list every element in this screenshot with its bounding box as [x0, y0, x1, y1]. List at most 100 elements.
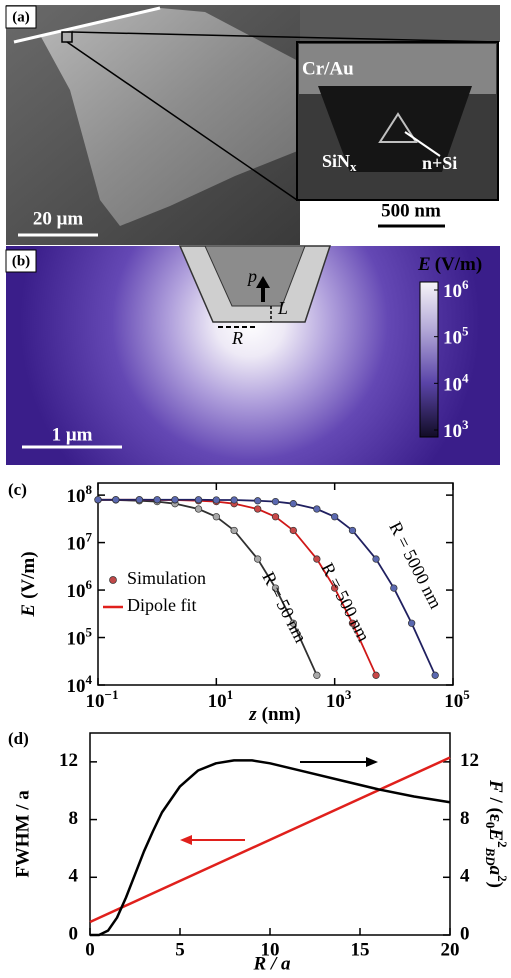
data-point	[271, 497, 280, 506]
data-point	[194, 505, 203, 513]
dipole-arrowhead	[256, 276, 270, 288]
x-tick-label: 20	[441, 939, 460, 960]
data-point	[372, 671, 380, 679]
panel-label: (d)	[8, 729, 29, 748]
colorbar-tick-label-part: 3	[462, 417, 469, 432]
colorbar-tick-label: 106	[443, 277, 469, 302]
curve-label: R = 50 nm	[258, 568, 311, 645]
data-point	[254, 555, 262, 563]
colorbar-title: E (V/m)	[417, 254, 482, 275]
x-tick-label: 10−1	[86, 687, 119, 712]
curve	[90, 759, 451, 937]
data-point	[331, 513, 339, 521]
data-point	[271, 584, 280, 592]
colorbar-tick-label-part: 5	[462, 324, 469, 339]
x-tick-label: 15	[351, 939, 370, 960]
x-tick-label-part: 5	[463, 687, 470, 702]
scale-label: 1 μm	[52, 424, 93, 445]
x-tick-label: 10	[261, 939, 280, 960]
y-tick-label-part: 6	[86, 577, 93, 592]
y-axis-title-part: E	[18, 604, 39, 618]
inset-label: Cr/Au	[302, 58, 354, 79]
y-tick-label: 104	[67, 672, 93, 697]
y-axis-title: E (V/m)	[18, 551, 39, 617]
panel-label: (a)	[12, 9, 30, 25]
curve-label: R = 500 nm	[317, 559, 374, 644]
y-tick-label-part: 4	[86, 672, 93, 687]
y-axis-title: FWHM / a	[12, 790, 33, 878]
x-tick-label-part: 1	[227, 687, 234, 702]
x-axis-title: R / a	[253, 953, 291, 974]
colorbar-tick-label: 105	[443, 324, 469, 349]
y-tick-label-part: 10	[67, 629, 86, 650]
curve-label: R = 5000 nm	[385, 518, 446, 611]
colorbar	[419, 281, 439, 438]
axis-arrowhead	[180, 835, 192, 845]
legend-marker	[109, 576, 117, 584]
data-point	[407, 619, 416, 627]
data-point	[271, 513, 280, 521]
x-tick-label: 103	[326, 687, 352, 712]
x-tick-label-part: 10	[208, 691, 227, 712]
data-point	[331, 584, 339, 592]
panel-label-box	[5, 249, 37, 273]
data-point	[431, 671, 439, 679]
colorbar-tick-label-part: 10	[443, 281, 462, 302]
colorbar-title-part: (V/m)	[435, 254, 482, 275]
y-axis-title-part: (V/m)	[18, 551, 39, 598]
data-point	[348, 526, 357, 535]
curve	[89, 756, 451, 924]
colorbar-tick-label: 104	[443, 370, 469, 395]
y-tick-label-part: 10	[67, 534, 86, 555]
y2-tick-label: 12	[460, 750, 479, 771]
x-tick-label: 0	[85, 939, 95, 960]
y-tick-label-part: 10	[67, 581, 86, 602]
fit-line	[98, 499, 318, 676]
data-point	[289, 526, 297, 535]
data-point	[313, 671, 321, 679]
panel-b	[5, 245, 500, 465]
data-point	[348, 619, 357, 627]
inset-label-part: x	[350, 159, 357, 174]
y2-axis-title-part: BD	[483, 847, 498, 867]
x-tick-label-part: 10	[444, 691, 463, 712]
inset-label: SiNx	[322, 151, 357, 174]
legend-label: Dipole fit	[127, 595, 197, 615]
data-point	[94, 496, 102, 504]
x-axis-title: z (nm)	[248, 704, 300, 725]
y2-tick-label: 4	[460, 866, 470, 887]
y-tick-label-part: 10	[67, 486, 86, 507]
y2-axis-title-part: )	[485, 882, 506, 888]
gap-label: L	[277, 298, 288, 318]
pointer	[404, 131, 441, 157]
scale-label: 20 μm	[33, 208, 84, 229]
data-point	[194, 496, 203, 504]
x-axis-title-part: z	[248, 704, 257, 725]
y-tick-label: 0	[69, 923, 79, 944]
y2-axis-title-part: F	[485, 779, 506, 793]
x-tick-label: 101	[208, 687, 234, 712]
y2-axis-title: F / (ε0E2BDa2)	[483, 779, 510, 888]
data-point	[212, 513, 220, 521]
legend-label: Simulation	[127, 568, 206, 588]
data-point	[230, 526, 238, 535]
data-point	[313, 555, 321, 563]
y2-axis-title-part: E	[485, 827, 506, 841]
dipole-label: p	[246, 266, 257, 286]
data-point	[289, 619, 297, 627]
y-tick-label: 106	[67, 577, 93, 602]
panel-label: (c)	[8, 480, 27, 499]
x-tick-label-part: 10	[326, 691, 345, 712]
edge	[13, 6, 161, 44]
data-point	[254, 497, 262, 505]
sem-image	[300, 5, 500, 42]
y-tick-label: 4	[69, 866, 79, 887]
data-point	[372, 555, 380, 563]
y2-axis-title-part: 2	[495, 875, 510, 882]
data-point	[390, 584, 398, 592]
colorbar-tick-label-part: 6	[462, 277, 469, 292]
panel-label-box	[5, 5, 37, 29]
y2-tick-label: 0	[460, 923, 470, 944]
zoom-line	[66, 41, 298, 201]
